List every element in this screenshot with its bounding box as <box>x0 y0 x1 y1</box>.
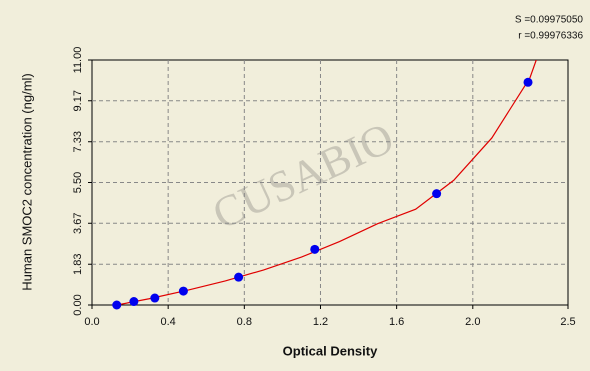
y-tick-label: 1.83 <box>72 254 84 275</box>
y-tick-label: 7.33 <box>72 131 84 152</box>
y-tick-label: 5.50 <box>72 172 84 193</box>
x-tick-label: 2.5 <box>560 316 575 328</box>
y-tick-label: 3.67 <box>72 213 84 234</box>
y-tick-label: 0.00 <box>72 294 84 315</box>
x-tick-label: 0.8 <box>237 316 252 328</box>
data-point <box>523 77 533 87</box>
data-point <box>310 244 320 254</box>
data-point <box>432 189 442 199</box>
data-point <box>129 297 139 307</box>
watermark: CUSABIO <box>205 113 401 239</box>
x-axis-label: Optical Density <box>283 343 378 358</box>
x-tick-label: 1.2 <box>313 316 328 328</box>
data-point <box>178 286 188 296</box>
x-tick-label: 0.0 <box>84 316 99 328</box>
y-axis-label: Human SMOC2 concentration (ng/ml) <box>19 73 34 290</box>
x-tick-label: 1.6 <box>389 316 404 328</box>
annotation: S =0.09975050 <box>515 15 584 26</box>
y-tick-label: 11.00 <box>72 47 84 74</box>
x-tick-label: 2.0 <box>465 316 480 328</box>
data-point <box>234 272 244 282</box>
annotation: r =0.99976336 <box>518 31 583 42</box>
y-tick-label: 9.17 <box>72 90 84 111</box>
x-tick-label: 0.4 <box>161 316 176 328</box>
data-point <box>150 293 160 303</box>
data-point <box>112 300 122 310</box>
